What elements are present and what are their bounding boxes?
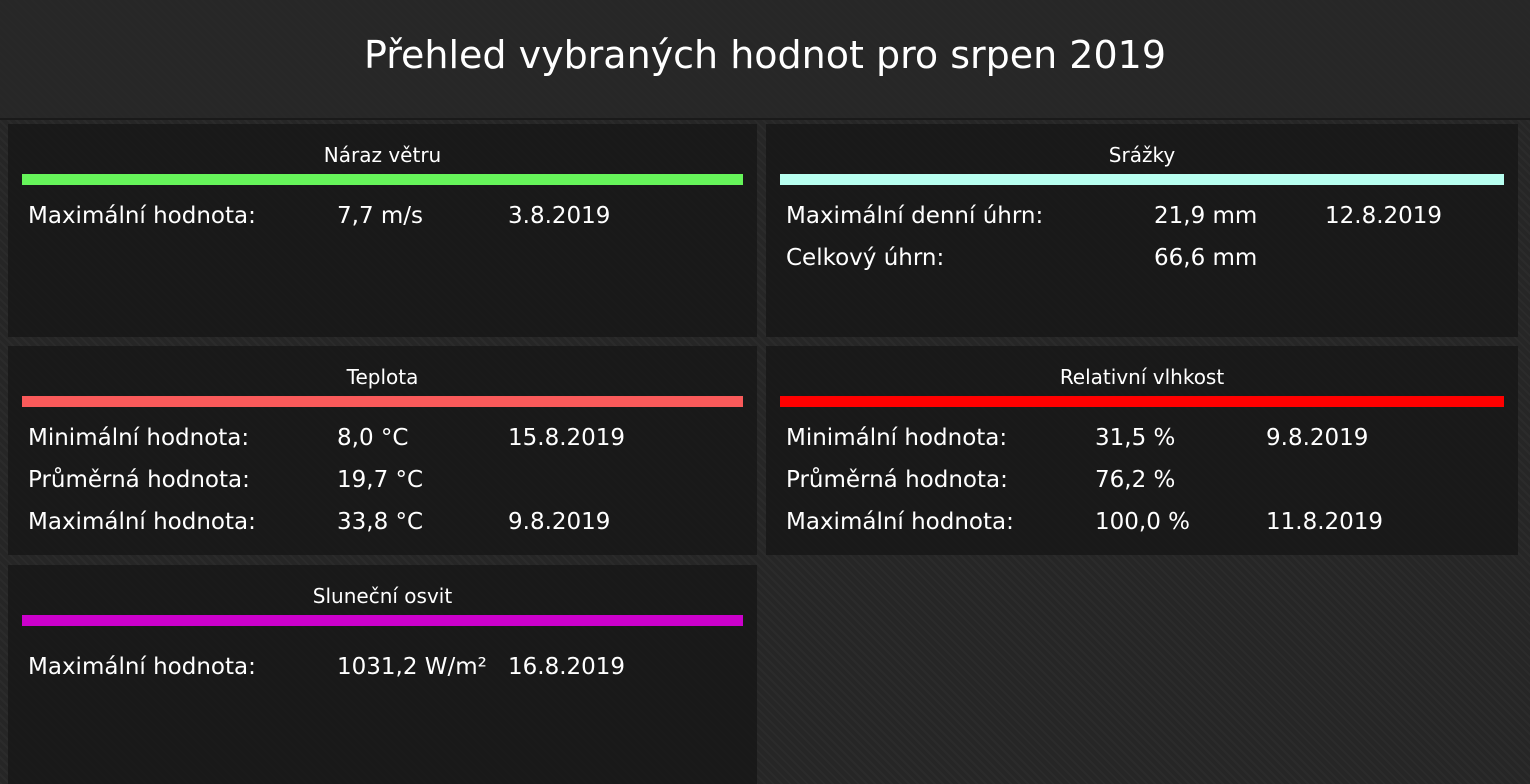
color-bar bbox=[22, 615, 743, 626]
row-label: Maximální hodnota: bbox=[28, 653, 256, 680]
value-row: Průměrná hodnota: 19,7 °C bbox=[22, 459, 743, 501]
row-label: Průměrná hodnota: bbox=[786, 466, 1008, 493]
value-row: Maximální hodnota: 7,7 m/s 3.8.2019 bbox=[22, 195, 743, 237]
row-label: Maximální hodnota: bbox=[28, 508, 256, 535]
row-label: Maximální hodnota: bbox=[786, 508, 1014, 535]
row-value: 19,7 °C bbox=[337, 466, 424, 493]
row-value: 100,0 % bbox=[1095, 508, 1191, 535]
row-date: 12.8.2019 bbox=[1325, 202, 1443, 229]
row-value: 8,0 °C bbox=[337, 424, 409, 451]
row-label: Celkový úhrn: bbox=[786, 244, 945, 271]
row-label: Průměrná hodnota: bbox=[28, 466, 250, 493]
row-value: 76,2 % bbox=[1095, 466, 1176, 493]
value-row: Maximální hodnota: 1031,2 W/m² 16.8.2019 bbox=[22, 636, 743, 698]
value-row: Průměrná hodnota: 76,2 % bbox=[780, 459, 1504, 501]
value-row: Maximální hodnota: 100,0 % 11.8.2019 bbox=[780, 501, 1504, 543]
row-date: 16.8.2019 bbox=[508, 653, 626, 680]
panel: Teplota Minimální hodnota: 8,0 °C 15.8.2019… bbox=[8, 346, 757, 555]
row-date: 15.8.2019 bbox=[508, 424, 626, 451]
panel: Srážky Maximální denní úhrn: 21,9 mm 12.8.2… bbox=[766, 124, 1518, 337]
row-value: 66,6 mm bbox=[1154, 244, 1258, 271]
value-row: Celkový úhrn: 66,6 mm bbox=[780, 237, 1504, 279]
row-value: 31,5 % bbox=[1095, 424, 1176, 451]
value-row: Maximální hodnota: 33,8 °C 9.8.2019 bbox=[22, 501, 743, 543]
panel-title: Teplota bbox=[346, 365, 419, 389]
value-row: Maximální denní úhrn: 21,9 mm 12.8.2019 bbox=[780, 195, 1504, 237]
header: Přehled vybraných hodnot pro srpen 2019 bbox=[0, 0, 1530, 120]
row-date: 9.8.2019 bbox=[1266, 424, 1369, 451]
row-label: Maximální denní úhrn: bbox=[786, 202, 1044, 229]
row-value: 33,8 °C bbox=[337, 508, 424, 535]
row-value: 21,9 mm bbox=[1154, 202, 1258, 229]
row-date: 11.8.2019 bbox=[1266, 508, 1384, 535]
panel-title: Sluneční osvit bbox=[312, 584, 453, 608]
color-bar bbox=[22, 174, 743, 185]
panel: Sluneční osvit Maximální hodnota: 1031,2 W… bbox=[8, 565, 757, 784]
row-label: Minimální hodnota: bbox=[28, 424, 250, 451]
row-label: Maximální hodnota: bbox=[28, 202, 256, 229]
row-value: 1031,2 W/m² bbox=[337, 653, 487, 680]
row-date: 3.8.2019 bbox=[508, 202, 611, 229]
panel-title: Srážky bbox=[1108, 143, 1176, 167]
color-bar bbox=[780, 396, 1504, 407]
page-title: Přehled vybraných hodnot pro srpen 2019 bbox=[363, 33, 1167, 77]
panel-title: Náraz větru bbox=[323, 143, 442, 167]
panel: Náraz větru Maximální hodnota: 7,7 m/s 3.8.… bbox=[8, 124, 757, 337]
row-label: Minimální hodnota: bbox=[786, 424, 1008, 451]
panel-title: Relativní vlhkost bbox=[1059, 365, 1225, 389]
value-row: Minimální hodnota: 31,5 % 9.8.2019 bbox=[780, 417, 1504, 459]
color-bar bbox=[780, 174, 1504, 185]
value-row: Minimální hodnota: 8,0 °C 15.8.2019 bbox=[22, 417, 743, 459]
panel: Relativní vlhkost Minimální hodnota: 31,5 … bbox=[766, 346, 1518, 555]
color-bar bbox=[22, 396, 743, 407]
row-value: 7,7 m/s bbox=[337, 202, 424, 229]
row-date: 9.8.2019 bbox=[508, 508, 611, 535]
